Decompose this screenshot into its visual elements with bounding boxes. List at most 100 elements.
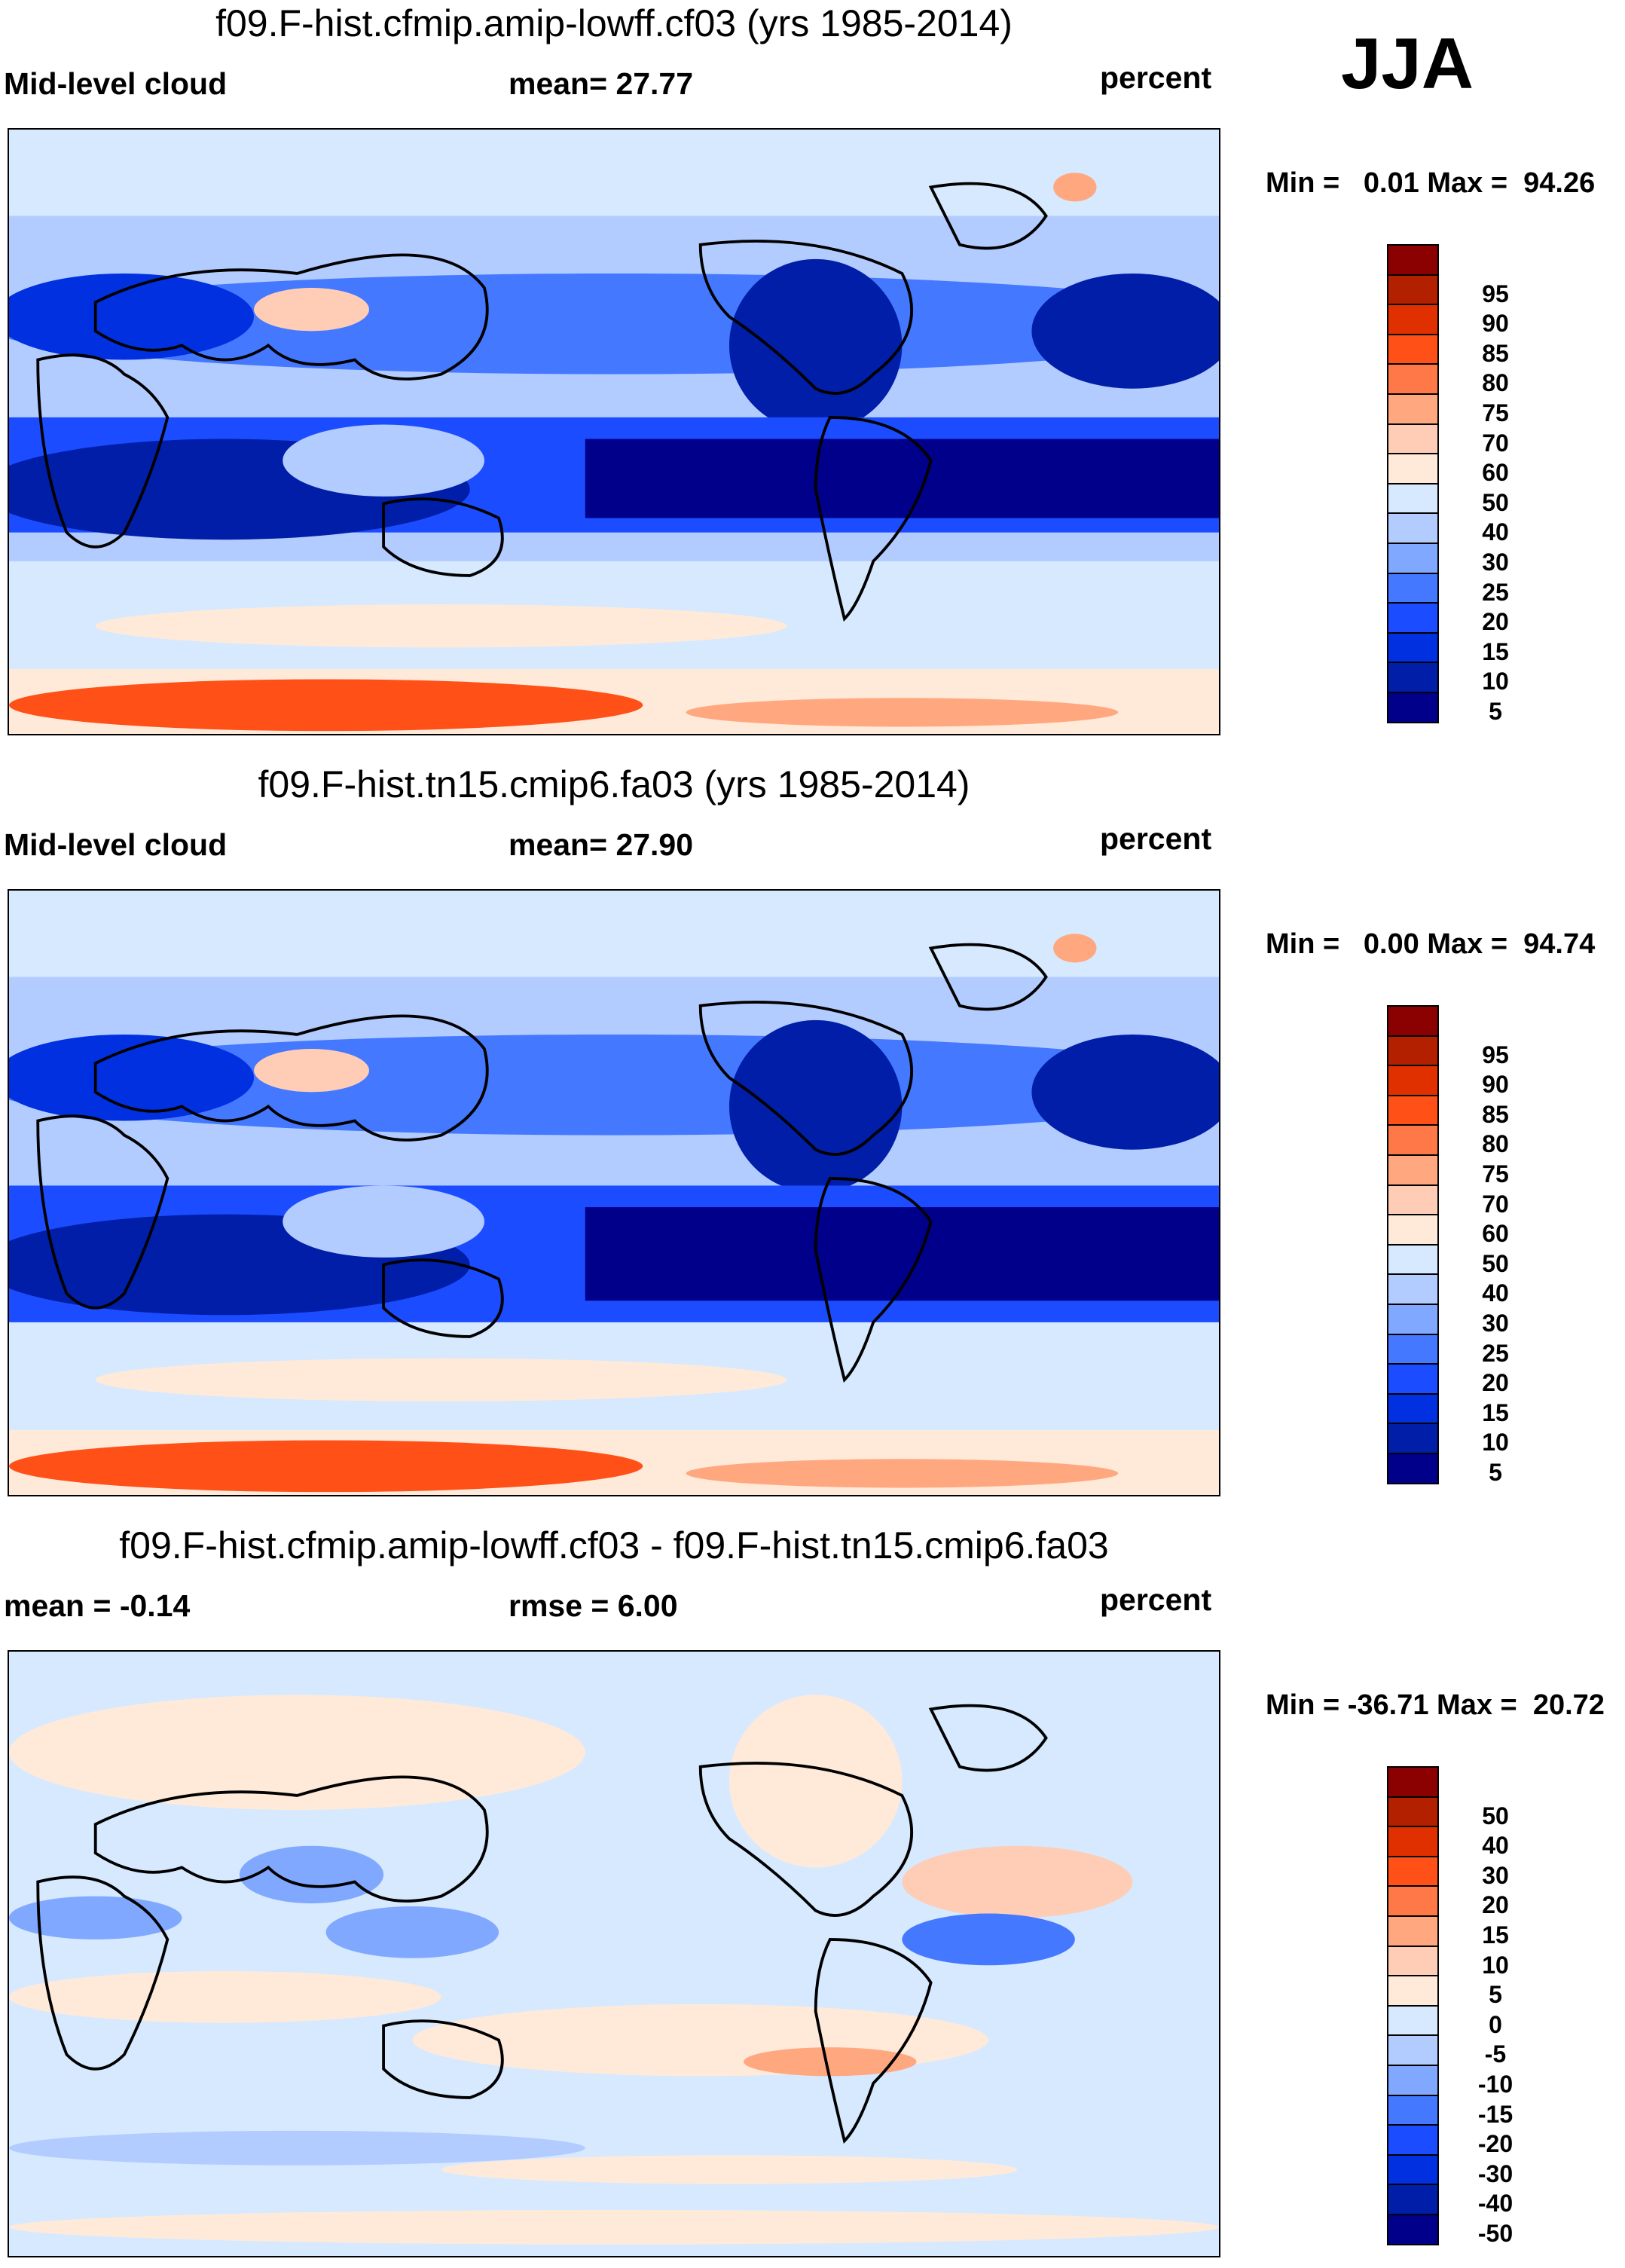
colorbar-tick-label: 40	[1482, 1279, 1509, 1307]
colorbar-swatch	[1387, 662, 1439, 693]
colorbar-swatch	[1387, 1005, 1439, 1037]
colorbar-tick-label: 50	[1482, 488, 1509, 516]
colorbar-swatch	[1387, 2094, 1439, 2126]
colorbar-swatch	[1387, 1065, 1439, 1096]
left-label: Mid-level cloud	[4, 66, 228, 101]
colorbar-tick-label: 25	[1482, 1339, 1509, 1367]
colorbar-tick-label: 40	[1482, 1832, 1509, 1860]
colorbar-tick-label: 60	[1482, 1220, 1509, 1248]
colorbar-swatch	[1387, 1035, 1439, 1067]
colorbar-tick-label: 10	[1482, 1951, 1509, 1979]
colorbar-tick-label: 5	[1489, 1459, 1502, 1486]
colorbar-swatch	[1387, 1885, 1439, 1917]
colorbar-swatch	[1387, 2153, 1439, 2186]
colorbar-tick-label: -5	[1484, 2040, 1507, 2068]
map-plot	[8, 128, 1220, 735]
colorbar-tick-label: 0	[1489, 2010, 1502, 2038]
colorbar-swatch	[1387, 602, 1439, 634]
colorbar-tick-label: 15	[1482, 1921, 1509, 1949]
units-label: percent	[1100, 821, 1212, 856]
colorbar	[1387, 244, 1439, 723]
units-label: percent	[1100, 60, 1212, 95]
colorbar-swatch	[1387, 1154, 1439, 1186]
colorbar-swatch	[1387, 363, 1439, 395]
left-label: mean = -0.14	[4, 1588, 191, 1623]
colorbar-swatch	[1387, 1094, 1439, 1126]
colorbar-tick-label: 50	[1482, 1249, 1509, 1277]
colorbar-tick-label: 90	[1482, 1071, 1509, 1099]
colorbar-tick-label: 75	[1482, 399, 1509, 426]
colorbar-swatch	[1387, 2184, 1439, 2215]
colorbar-swatch	[1387, 1243, 1439, 1276]
left-label: Mid-level cloud	[4, 827, 228, 862]
panel-title: f09.F-hist.cfmip.amip-lowff.cf03 - f09.F…	[119, 1524, 1109, 1567]
panel-title: f09.F-hist.tn15.cmip6.fa03 (yrs 1985-201…	[258, 763, 970, 805]
colorbar-swatch	[1387, 1184, 1439, 1216]
colorbar-swatch	[1387, 1392, 1439, 1425]
colorbar-tick-label: 90	[1482, 310, 1509, 338]
minmax-label: Min = 0.00 Max = 94.74	[1266, 928, 1596, 960]
colorbar-tick-label: 60	[1482, 459, 1509, 487]
map-plot	[8, 1650, 1220, 2257]
colorbar-tick-label: 75	[1482, 1160, 1509, 1187]
colorbar-swatch	[1387, 512, 1439, 544]
colorbar-tick-label: 15	[1482, 1398, 1509, 1426]
colorbar-swatch	[1387, 1124, 1439, 1156]
colorbar-tick-label: 25	[1482, 578, 1509, 606]
colorbar-tick-label: 85	[1482, 339, 1509, 367]
colorbar-swatch	[1387, 1303, 1439, 1335]
colorbar-swatch	[1387, 333, 1439, 365]
colorbar-swatch	[1387, 1796, 1439, 1828]
map-plot	[8, 889, 1220, 1496]
colorbar-swatch	[1387, 2004, 1439, 2037]
center-label: mean= 27.77	[509, 66, 694, 101]
colorbar-swatch	[1387, 1214, 1439, 1246]
colorbar-tick-label: 20	[1482, 1369, 1509, 1397]
center-label: mean= 27.90	[509, 827, 694, 862]
colorbar-swatch	[1387, 453, 1439, 484]
colorbar-tick-label: -30	[1477, 2159, 1514, 2187]
colorbar-swatch	[1387, 1452, 1439, 1484]
units-label: percent	[1100, 1582, 1212, 1617]
colorbar-tick-label: 30	[1482, 1310, 1509, 1337]
colorbar-swatch	[1387, 2034, 1439, 2066]
colorbar-swatch	[1387, 1363, 1439, 1395]
colorbar-tick-label: 20	[1482, 608, 1509, 636]
colorbar-tick-label: 50	[1482, 1802, 1509, 1829]
colorbar-tick-label: 15	[1482, 637, 1509, 665]
colorbar-swatch	[1387, 304, 1439, 335]
panel-title: f09.F-hist.cfmip.amip-lowff.cf03 (yrs 19…	[215, 2, 1013, 44]
colorbar-swatch	[1387, 631, 1439, 664]
colorbar-swatch	[1387, 2064, 1439, 2096]
colorbar-tick-label: 30	[1482, 549, 1509, 576]
colorbar-tick-label: 10	[1482, 668, 1509, 695]
colorbar-swatch	[1387, 1333, 1439, 1365]
colorbar-tick-label: 80	[1482, 1130, 1509, 1158]
colorbar-tick-label: -50	[1477, 2220, 1514, 2247]
colorbar-swatch	[1387, 1945, 1439, 1977]
colorbar-swatch	[1387, 542, 1439, 574]
colorbar-swatch	[1387, 1766, 1439, 1798]
minmax-label: Min = 0.01 Max = 94.26	[1266, 167, 1596, 199]
colorbar-tick-label: -20	[1477, 2130, 1514, 2158]
colorbar-swatch	[1387, 393, 1439, 425]
colorbar-tick-label: 95	[1482, 280, 1509, 307]
colorbar-swatch	[1387, 1826, 1439, 1857]
colorbar	[1387, 1766, 1439, 2245]
colorbar-swatch	[1387, 274, 1439, 306]
colorbar-swatch	[1387, 2213, 1439, 2245]
minmax-label: Min = -36.71 Max = 20.72	[1266, 1689, 1605, 1721]
colorbar-tick-label: 40	[1482, 518, 1509, 546]
colorbar-swatch	[1387, 423, 1439, 455]
colorbar-tick-label: 80	[1482, 369, 1509, 397]
colorbar-swatch	[1387, 2124, 1439, 2156]
colorbar-swatch	[1387, 1975, 1439, 2007]
colorbar-swatch	[1387, 1273, 1439, 1305]
colorbar-swatch	[1387, 1423, 1439, 1454]
colorbar-tick-label: 70	[1482, 429, 1509, 457]
colorbar-tick-label: 5	[1489, 698, 1502, 725]
colorbar-tick-label: -40	[1477, 2190, 1514, 2218]
colorbar-tick-label: 20	[1482, 1891, 1509, 1919]
colorbar-swatch	[1387, 691, 1439, 723]
colorbar-swatch	[1387, 1855, 1439, 1887]
